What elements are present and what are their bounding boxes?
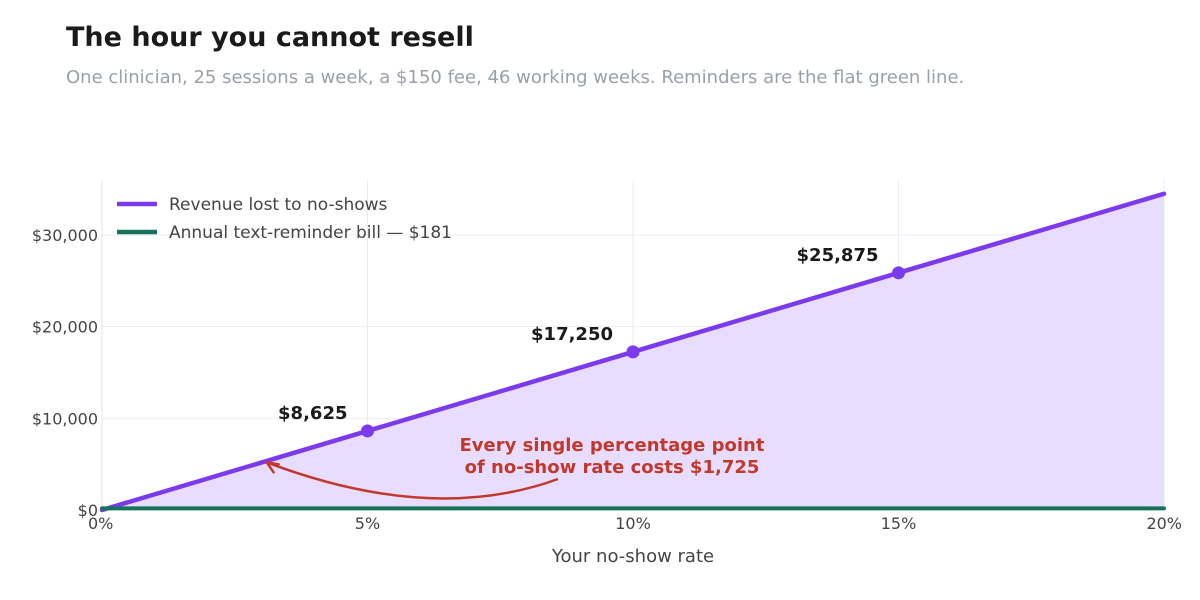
legend-label: Revenue lost to no-shows	[169, 195, 388, 215]
annotation-arrow	[266, 461, 559, 500]
data-label: $25,875	[797, 245, 879, 266]
x-tick-label: 20%	[1146, 514, 1182, 533]
data-label: $8,625	[278, 403, 347, 424]
x-tick-label: 10%	[615, 514, 651, 533]
x-tick-label: 15%	[881, 514, 917, 533]
marker-layer: $8,625 $17,250 $25,875	[278, 245, 905, 438]
x-tick-label: 0%	[88, 514, 113, 533]
y-tick-label: $10,000	[32, 409, 98, 428]
annotation-text: of no-show rate costs $1,725	[465, 457, 760, 478]
y-tick-label: $30,000	[32, 226, 98, 245]
data-label: $17,250	[531, 324, 613, 345]
y-tick-label: $0	[78, 501, 98, 520]
annotation-text: Every single percentage point	[460, 435, 765, 456]
y-tick-label: $20,000	[32, 318, 98, 337]
data-point	[892, 266, 905, 280]
annotation-arrowhead	[265, 461, 280, 474]
x-tick-label: 5%	[355, 514, 380, 533]
x-axis-label: Your no-show rate	[551, 546, 714, 567]
legend: Revenue lost to no-shows Annual text-remi…	[117, 195, 452, 243]
data-point	[626, 345, 640, 359]
chart-subtitle: One clinician, 25 sessions a week, a $15…	[66, 67, 965, 88]
chart-title: The hour you cannot resell	[66, 22, 474, 53]
axis-layer: 0% 5% 10% 15% 20% $0 $10,000 $20,000 $30,000 Your…	[32, 226, 1182, 567]
legend-label: Annual text-reminder bill — $181	[169, 223, 452, 243]
data-point	[361, 424, 374, 438]
